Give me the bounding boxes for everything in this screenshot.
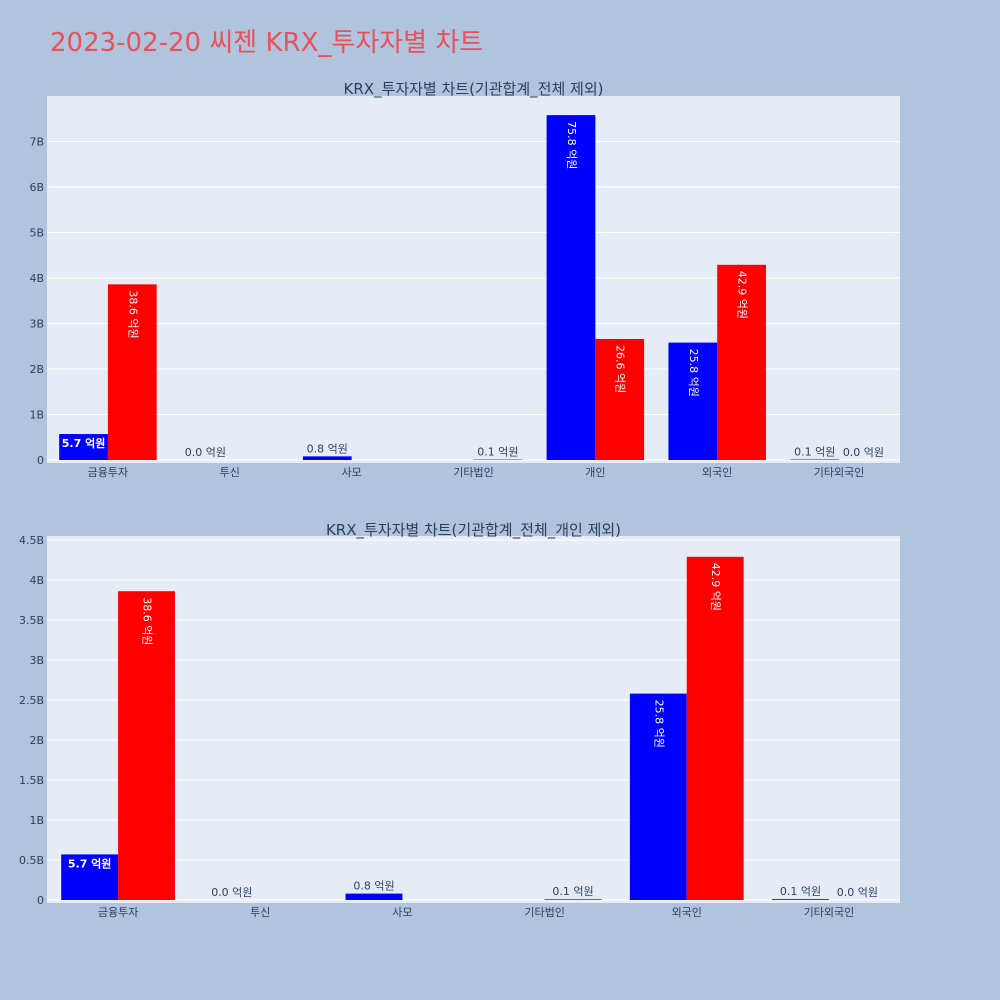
- bar[interactable]: [59, 434, 108, 460]
- y-tick-label: 3B: [29, 318, 44, 331]
- data-label: 0.1 억원: [794, 446, 835, 459]
- x-tick-label: 금융투자: [88, 466, 128, 479]
- data-label: 0.1 억원: [552, 885, 593, 898]
- bar[interactable]: [61, 854, 119, 900]
- x-tick-label: 사모: [392, 906, 412, 919]
- y-tick-label: 0: [37, 894, 44, 907]
- x-tick-label: 사모: [342, 466, 362, 479]
- bar[interactable]: [629, 693, 687, 900]
- bar[interactable]: [686, 556, 744, 900]
- x-tick-label: 투신: [220, 466, 240, 479]
- y-tick-label: 2B: [29, 734, 44, 747]
- x-tick-label: 투신: [250, 906, 270, 919]
- x-tick-label: 외국인: [672, 906, 702, 919]
- bar[interactable]: [544, 899, 602, 900]
- x-tick-label: 기타외국인: [804, 906, 855, 919]
- data-label: 25.8 억원: [652, 700, 665, 748]
- x-tick-label: 개인: [585, 466, 605, 479]
- x-tick-label: 기타법인: [524, 906, 564, 919]
- y-tick-label: 3B: [29, 654, 44, 667]
- data-label: 0.1 억원: [780, 885, 821, 898]
- y-tick-label: 1.5B: [19, 774, 44, 787]
- bar[interactable]: [668, 342, 718, 460]
- y-tick-label: 6B: [29, 181, 44, 194]
- chart-title: KRX_투자자별 차트(기관합계_전체 제외): [344, 80, 604, 99]
- data-label: 0.0 억원: [211, 886, 252, 899]
- bar[interactable]: [717, 264, 766, 460]
- y-tick-label: 1B: [29, 409, 44, 422]
- plot-area: [47, 96, 900, 463]
- chart-title: KRX_투자자별 차트(기관합계_전체_개인 제외): [326, 521, 621, 540]
- data-label: 5.7 억원: [62, 436, 106, 450]
- data-label: 42.9 억원: [709, 563, 722, 611]
- y-tick-label: 4.5B: [19, 534, 44, 547]
- chart-2: 0 0.5B 1B 1.5B 2B 2.5B 3B 3.5B 4B 4.5B 금융투자 5.7 억원 3…: [19, 521, 900, 919]
- plot-area: [47, 536, 900, 903]
- x-tick-label: 기타외국인: [814, 466, 865, 479]
- y-tick-label: 5B: [29, 227, 44, 240]
- data-label: 38.6 억원: [126, 290, 139, 338]
- bar[interactable]: [345, 893, 403, 900]
- x-tick-label: 기타법인: [453, 466, 493, 479]
- data-label: 75.8 억원: [565, 121, 578, 169]
- y-tick-label: 3.5B: [19, 614, 44, 627]
- data-label: 0.0 억원: [185, 446, 226, 459]
- y-tick-label: 7B: [29, 136, 44, 149]
- data-label: 26.6 억원: [614, 345, 627, 393]
- bar[interactable]: [772, 899, 829, 900]
- data-label: 0.0 억원: [843, 446, 884, 459]
- data-label: 25.8 억원: [687, 349, 700, 397]
- data-label: 38.6 억원: [141, 597, 154, 645]
- y-tick-label: 0.5B: [19, 854, 44, 867]
- data-label: 0.1 억원: [477, 446, 518, 459]
- bar[interactable]: [546, 115, 596, 461]
- x-tick-label: 금융투자: [98, 906, 138, 919]
- data-label: 0.8 억원: [353, 880, 394, 893]
- y-tick-label: 4B: [29, 574, 44, 587]
- page-title: 2023-02-20 씨젠 KRX_투자자별 차트: [50, 28, 484, 58]
- x-tick-label: 외국인: [702, 466, 732, 479]
- y-tick-label: 2.5B: [19, 694, 44, 707]
- data-label: 0.0 억원: [837, 886, 878, 899]
- data-label: 5.7 억원: [68, 856, 112, 870]
- data-label: 0.8 억원: [307, 442, 348, 455]
- bar[interactable]: [118, 591, 175, 900]
- y-tick-label: 4B: [29, 272, 44, 285]
- y-tick-label: 0: [37, 454, 44, 467]
- bar[interactable]: [107, 284, 157, 460]
- y-tick-label: 1B: [29, 814, 44, 827]
- y-tick-label: 2B: [29, 363, 44, 376]
- bar[interactable]: [595, 338, 645, 460]
- data-label: 42.9 억원: [736, 271, 749, 319]
- bar[interactable]: [302, 456, 352, 460]
